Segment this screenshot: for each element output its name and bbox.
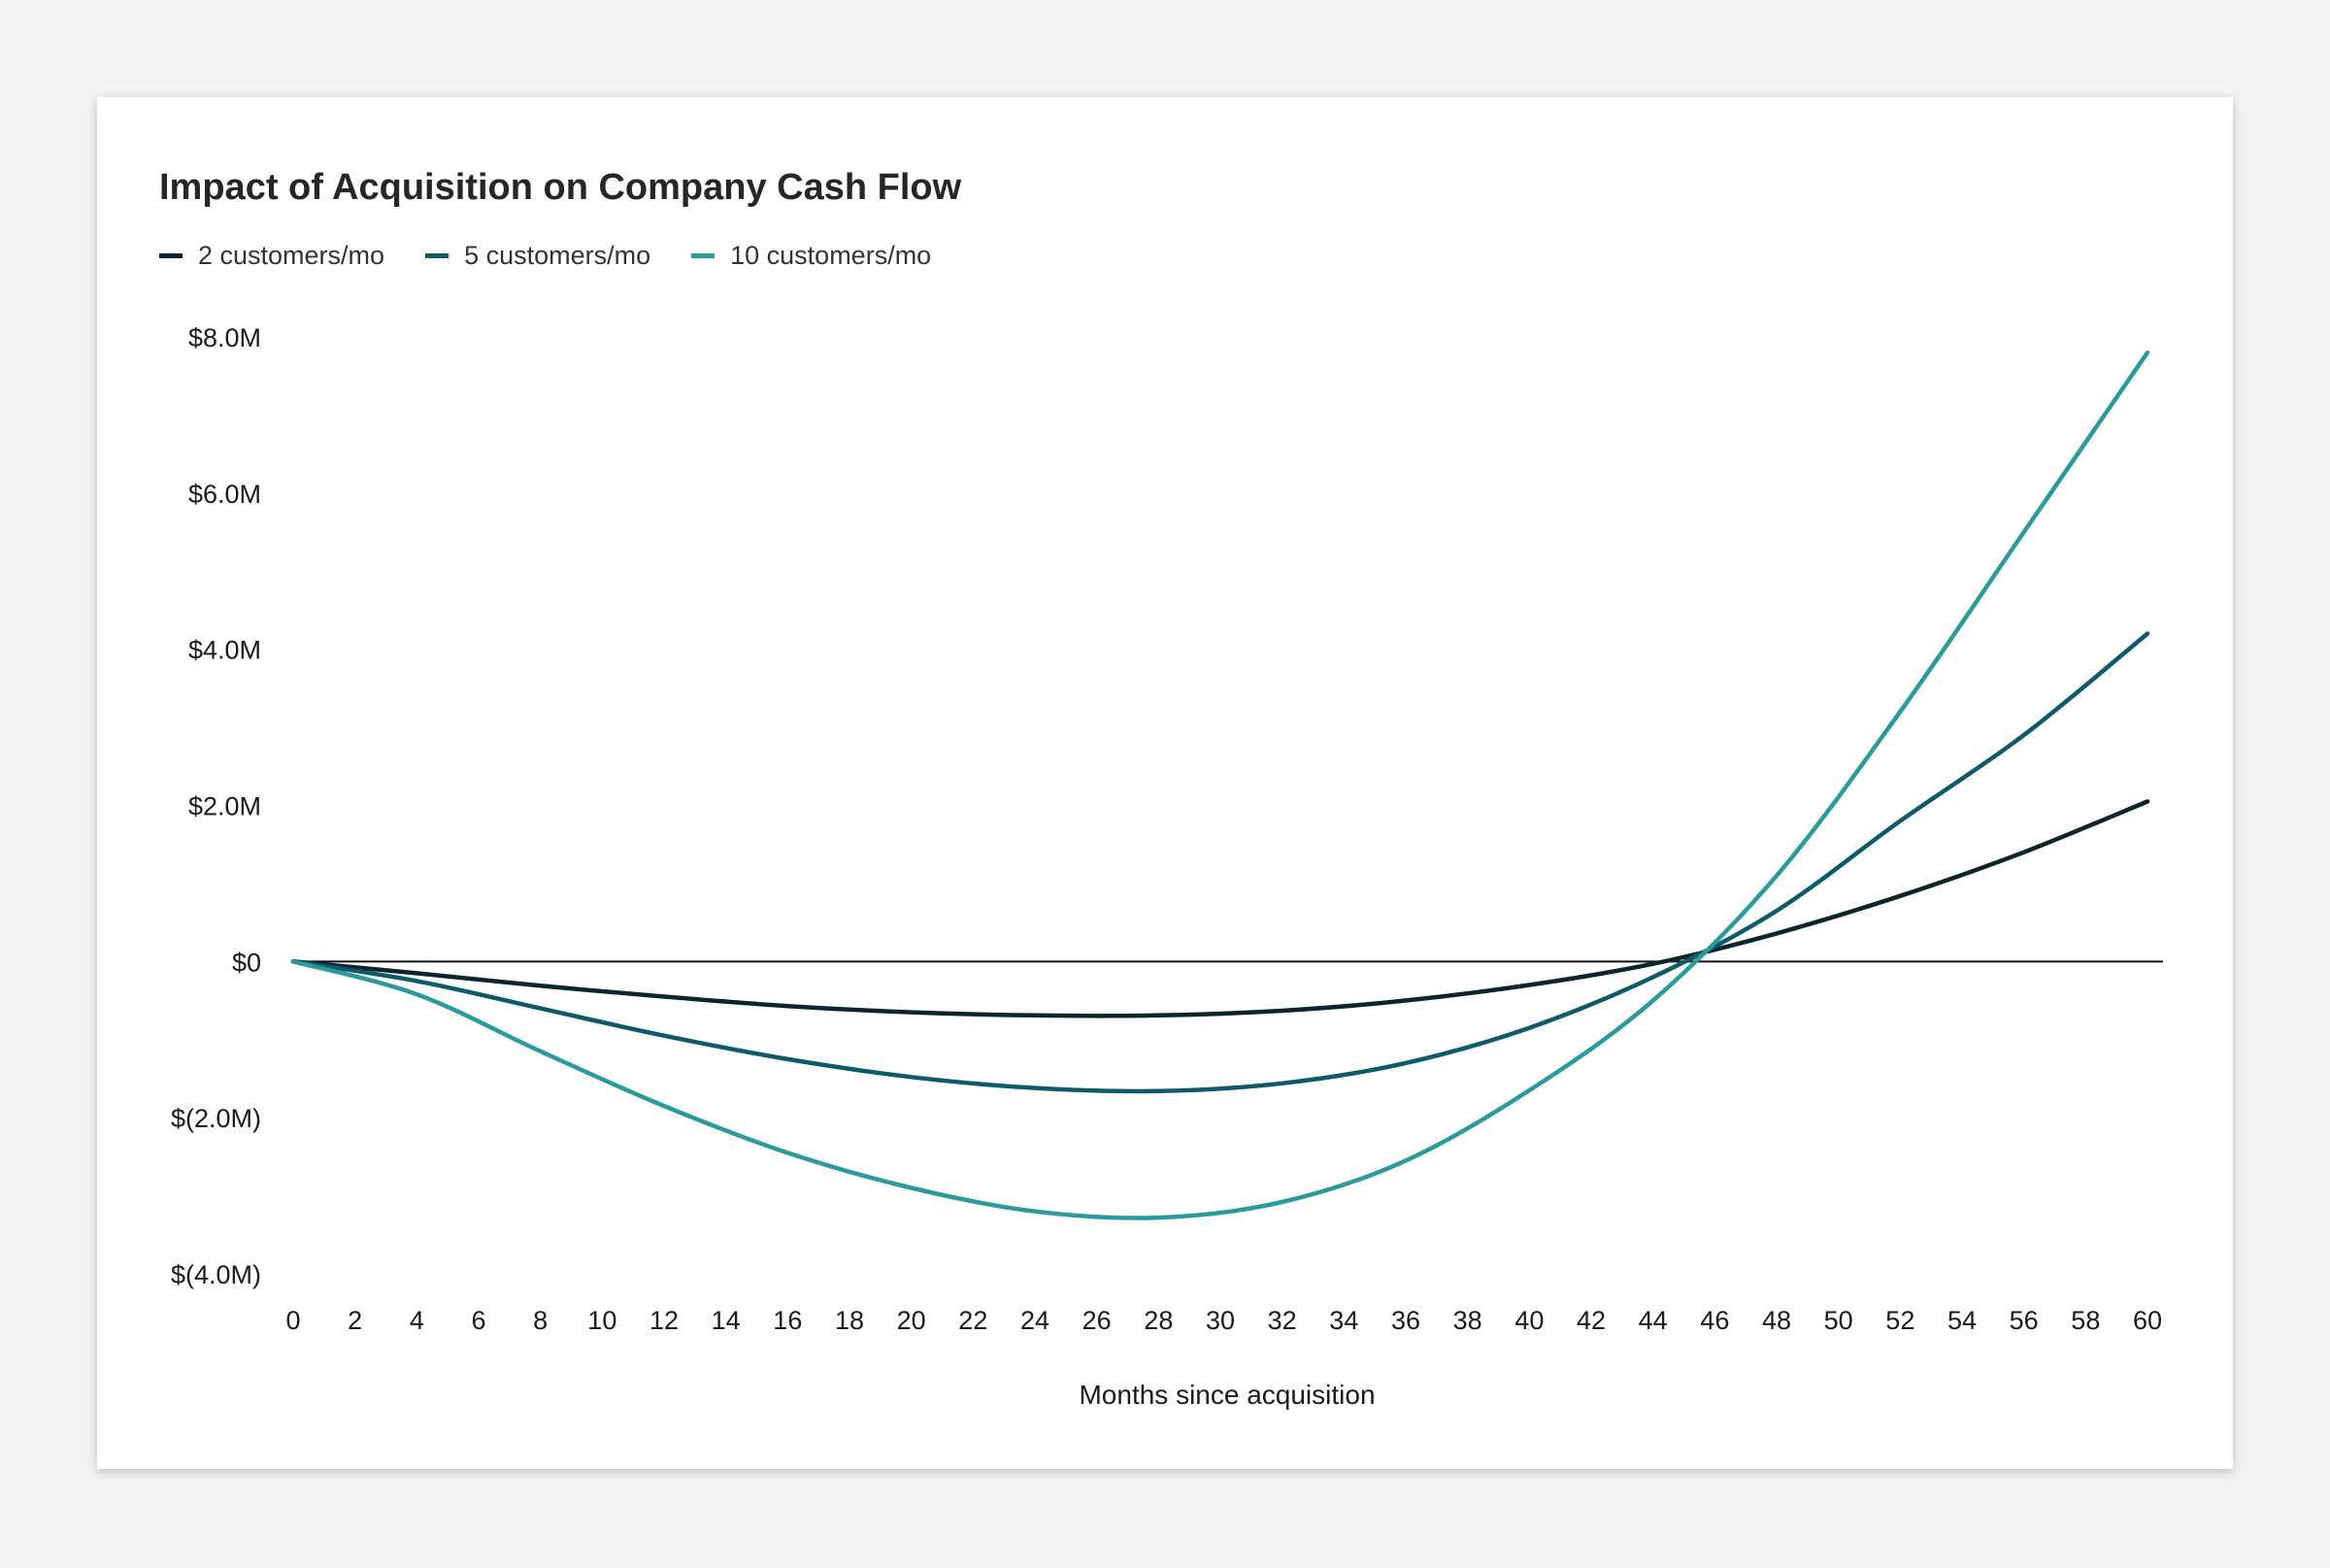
x-tick-label: 14 (712, 1306, 741, 1335)
x-tick-label: 44 (1639, 1306, 1668, 1335)
x-tick-label: 52 (1885, 1306, 1914, 1335)
chart-title: Impact of Acquisition on Company Cash Fl… (159, 167, 962, 208)
x-tick-label: 24 (1020, 1306, 1049, 1335)
chart-card (97, 97, 2233, 1469)
x-tick-label: 36 (1391, 1306, 1420, 1335)
x-tick-label: 56 (2010, 1306, 2039, 1335)
y-tick-label: $2.0M (188, 792, 261, 821)
x-tick-label: 0 (285, 1306, 300, 1335)
series-line-5-customers (290, 631, 2150, 1094)
x-tick-label: 10 (587, 1306, 616, 1335)
x-tick-label: 50 (1824, 1306, 1853, 1335)
x-tick-label: 54 (1947, 1306, 1977, 1335)
x-tick-label: 46 (1700, 1306, 1729, 1335)
y-tick-label: $(2.0M) (171, 1104, 261, 1133)
x-tick-label: 8 (533, 1306, 548, 1335)
legend-label-2-customers: 2 customers/mo (198, 241, 385, 270)
x-tick-label: 6 (471, 1306, 485, 1335)
x-tick-label: 20 (897, 1306, 926, 1335)
y-axis-tick-labels: $8.0M $6.0M $4.0M $2.0M $0 $(2.0M) $(4.0M) (171, 323, 261, 1289)
legend-item-2-customers: 2 customers/mo (159, 241, 384, 271)
legend-swatch-5-customers (425, 253, 449, 258)
legend-item-5-customers: 5 customers/mo (425, 241, 650, 271)
chart-legend: 2 customers/mo 5 customers/mo 10 custome… (159, 241, 931, 271)
x-tick-label: 34 (1329, 1306, 1358, 1335)
y-tick-label: $8.0M (188, 323, 261, 352)
x-axis-title: Months since acquisition (1079, 1380, 1375, 1410)
legend-item-10-customers: 10 customers/mo (691, 241, 931, 271)
x-tick-label: 58 (2071, 1306, 2100, 1335)
y-tick-label: $(4.0M) (171, 1260, 261, 1289)
x-axis-tick-labels: 0 2 4 6 8 10 12 14 16 18 20 22 24 26 28 30 32 34 36 38 40 42 4… (285, 1306, 2162, 1335)
y-tick-label: $0 (232, 948, 261, 977)
series-lines (290, 350, 2150, 1220)
legend-label-10-customers: 10 customers/mo (730, 241, 932, 270)
series-line-2-customers (290, 799, 2150, 1018)
x-tick-label: 40 (1514, 1306, 1544, 1335)
legend-swatch-2-customers (159, 253, 183, 258)
x-tick-label: 32 (1268, 1306, 1297, 1335)
x-tick-label: 26 (1082, 1306, 1112, 1335)
x-tick-label: 60 (2133, 1306, 2162, 1335)
x-tick-label: 12 (649, 1306, 679, 1335)
x-tick-label: 42 (1577, 1306, 1606, 1335)
x-tick-label: 4 (410, 1306, 424, 1335)
x-tick-label: 48 (1762, 1306, 1791, 1335)
x-tick-label: 28 (1144, 1306, 1173, 1335)
x-tick-label: 38 (1453, 1306, 1482, 1335)
y-tick-label: $4.0M (188, 636, 261, 665)
x-tick-label: 16 (773, 1306, 802, 1335)
legend-label-5-customers: 5 customers/mo (464, 241, 651, 270)
x-tick-label: 30 (1206, 1306, 1235, 1335)
x-tick-label: 18 (835, 1306, 864, 1335)
y-tick-label: $6.0M (188, 480, 261, 509)
series-line-10-customers (290, 350, 2150, 1220)
x-tick-label: 22 (958, 1306, 987, 1335)
legend-swatch-10-customers (691, 253, 716, 258)
x-tick-label: 2 (348, 1306, 362, 1335)
